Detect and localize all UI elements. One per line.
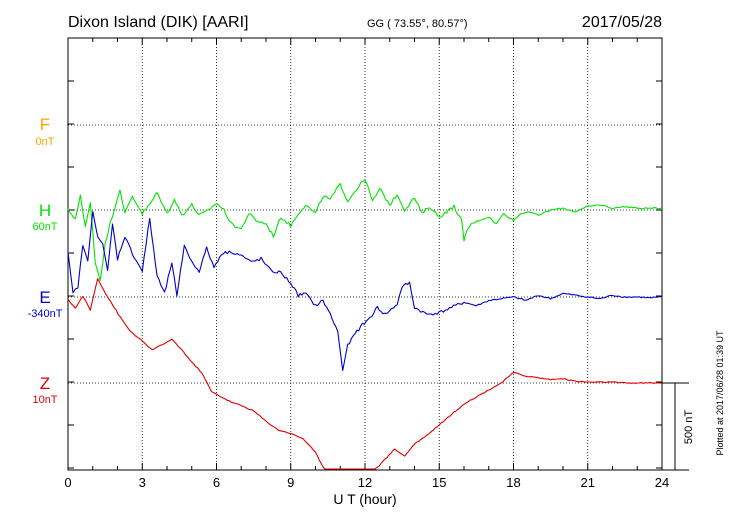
series-baseline-E: -340nT (28, 308, 63, 320)
series-line-H (67, 179, 663, 282)
series-baseline-F: 0nT (36, 136, 55, 148)
x-tick-label: 18 (506, 475, 520, 490)
grid-lines (68, 38, 662, 470)
plotted-note: Plotted at 2017/06/28 01:39 UT (715, 330, 725, 456)
series-name-E: E (39, 288, 50, 307)
x-tick-label: 21 (581, 475, 595, 490)
x-tick-label: 3 (139, 475, 146, 490)
series-name-H: H (39, 201, 51, 220)
series-name-Z: Z (40, 374, 50, 393)
plot-date: 2017/05/28 (582, 14, 662, 31)
x-tick-label: 0 (64, 475, 71, 490)
series-name-F: F (40, 115, 50, 134)
station-title: Dixon Island (DIK) [AARI] (68, 14, 249, 31)
scale-bar-label: 500 nT (683, 410, 695, 445)
station-coords: GG ( 73.55°, 80.57°) (367, 18, 468, 30)
axis-ticks (67, 38, 663, 470)
series-baseline-Z: 10nT (32, 394, 57, 406)
series-line-E (67, 210, 663, 372)
series-baseline-H: 60nT (32, 221, 57, 233)
x-tick-label: 9 (287, 475, 294, 490)
x-tick-label: 15 (432, 475, 446, 490)
series-line-Z (67, 278, 663, 470)
x-tick-label: 24 (655, 475, 669, 490)
x-axis-label: U T (hour) (333, 491, 396, 507)
x-tick-label: 6 (213, 475, 220, 490)
series-lines (67, 179, 663, 470)
scale-bar (662, 382, 689, 471)
x-tick-label: 12 (358, 475, 372, 490)
x-tick-labels: 0 3 6 9 12 15 18 21 24 (64, 475, 669, 490)
